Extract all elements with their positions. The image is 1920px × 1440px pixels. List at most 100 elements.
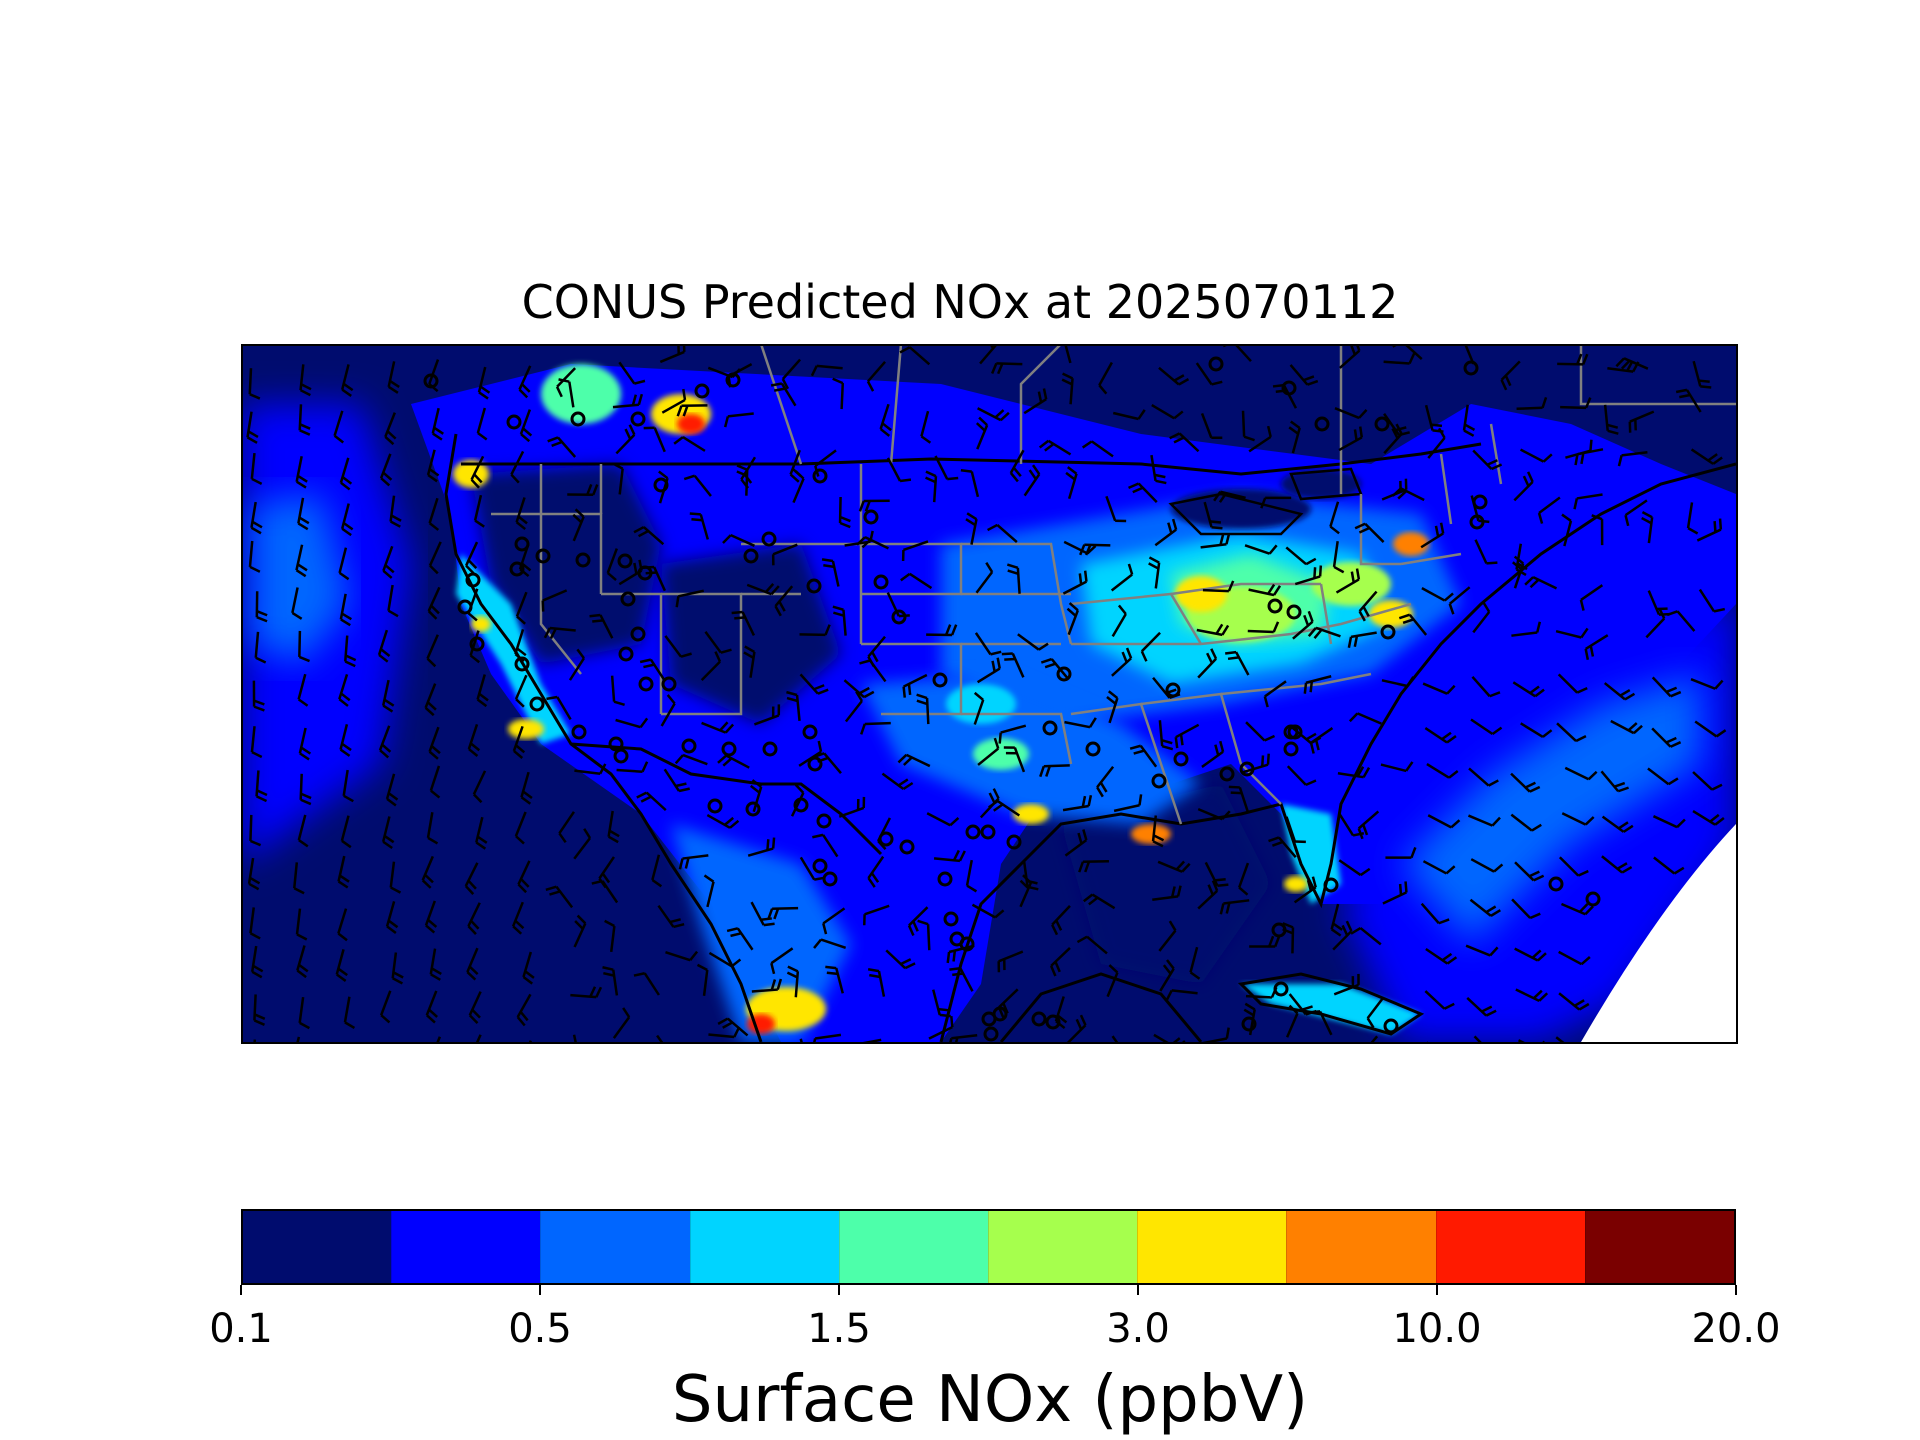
wind-barb-feather — [1526, 471, 1534, 483]
wind-barb-feather — [992, 788, 1000, 800]
wind-barb — [1286, 765, 1307, 786]
wind-barb-feather — [966, 884, 978, 893]
wind-barb — [1380, 763, 1407, 773]
wind-barb — [1651, 676, 1672, 698]
wind-barb — [881, 772, 905, 791]
calm-wind-circle — [932, 672, 948, 688]
wind-barb — [1091, 893, 1116, 910]
wind-barb-feather — [1040, 657, 1053, 664]
wind-barb-feather — [666, 694, 676, 705]
wind-barb-feather — [1707, 453, 1718, 462]
wind-barb-feather — [574, 508, 585, 518]
wind-barb-feather — [902, 686, 907, 698]
wind-barb-feather — [1077, 832, 1083, 845]
hotspot — [508, 719, 544, 739]
wind-barb-feather — [1359, 867, 1371, 877]
wind-barb — [428, 359, 440, 385]
calm-wind-circle — [1241, 1016, 1257, 1032]
wind-barb — [296, 1036, 301, 1042]
wind-barb-feather — [297, 698, 309, 707]
wind-barb — [1474, 539, 1488, 564]
wind-barb — [1465, 944, 1491, 957]
wind-barb-feather — [1225, 902, 1231, 914]
wind-barb-feather — [342, 382, 354, 392]
wind-barb-feather — [786, 690, 798, 697]
wind-barb-feather — [1067, 466, 1078, 475]
wind-barb — [822, 907, 846, 925]
wind-barb-feather — [510, 473, 520, 484]
wind-barb-feather — [601, 872, 611, 884]
wind-barb-feather — [1538, 992, 1549, 1002]
wind-barb — [998, 988, 1019, 1009]
calm-wind-circle — [992, 1006, 1008, 1022]
wind-barb-feather — [1181, 862, 1191, 873]
wind-barb-feather — [296, 480, 307, 489]
wind-barb-feather — [1486, 459, 1498, 466]
wind-barb — [1011, 653, 1025, 678]
wind-barb — [1610, 719, 1635, 735]
wind-barb-feather — [1128, 482, 1140, 490]
calm-wind-circle — [745, 801, 761, 817]
wind-barb-feather — [1443, 1002, 1455, 1010]
wind-barb — [387, 361, 396, 388]
wind-barb — [1248, 435, 1272, 453]
calm-wind-circle — [1585, 891, 1601, 907]
wind-barb-feather — [1350, 927, 1362, 935]
wind-barb-feather — [1698, 379, 1710, 383]
wind-barb-feather — [1353, 635, 1359, 647]
colorbar-tick — [240, 1285, 242, 1295]
wind-barb-feather — [1670, 690, 1682, 698]
wind-barb — [973, 699, 985, 725]
wind-barb-feather — [1313, 628, 1323, 639]
wind-barb-feather — [902, 756, 913, 766]
wind-barb — [1473, 1035, 1482, 1042]
map-title: CONUS Predicted NOx at 2025070112 — [521, 275, 1399, 329]
wind-barb-feather — [952, 972, 964, 977]
wind-barb-feather — [1485, 1009, 1497, 1017]
interior-field-low — [1061, 784, 1271, 984]
wind-barb-feather — [336, 973, 347, 982]
wind-barb — [1223, 899, 1250, 905]
wind-barb-feather — [641, 761, 649, 773]
wind-barb — [746, 583, 772, 596]
wind-barb-feather — [472, 793, 483, 804]
wind-barb — [1470, 858, 1495, 873]
wind-barb — [823, 752, 842, 775]
wind-barb — [1063, 540, 1089, 555]
wind-barb — [572, 1034, 577, 1042]
wind-barb — [838, 496, 842, 524]
wind-barb — [1467, 814, 1493, 827]
wind-barb-feather — [1311, 876, 1317, 888]
wind-barb-feather — [333, 434, 345, 444]
wind-barb-feather — [821, 558, 834, 563]
wind-barb — [1422, 860, 1447, 875]
wind-barb — [568, 381, 575, 408]
wind-barb — [1560, 902, 1586, 916]
wind-barb-feather — [1580, 452, 1585, 465]
wind-barb-feather — [1107, 690, 1119, 700]
wind-barb — [1023, 398, 1047, 415]
wind-barb-feather — [1045, 765, 1051, 777]
wind-barb — [1064, 720, 1091, 729]
wind-barb-feather — [1482, 601, 1491, 613]
wind-barb — [335, 949, 345, 975]
wind-barb — [1557, 673, 1579, 694]
wind-barb-feather — [518, 388, 529, 399]
calm-wind-circle — [1219, 766, 1235, 782]
wind-barb-feather — [996, 363, 1004, 375]
wind-barb-feather — [1529, 685, 1540, 695]
wind-barb-feather — [1140, 650, 1148, 662]
wind-barb-feather — [639, 717, 649, 728]
wind-barb — [842, 609, 847, 636]
wind-barb-feather — [1042, 388, 1048, 400]
wind-barb-feather — [900, 572, 911, 582]
calm-wind-circle — [1239, 761, 1255, 777]
wind-barb-feather — [1587, 770, 1598, 781]
colorbar-segment — [689, 1211, 839, 1283]
wind-barb-feather — [624, 428, 632, 440]
wind-barb — [1420, 532, 1444, 549]
wind-barb — [1264, 680, 1287, 698]
wind-barb-feather — [1714, 817, 1725, 826]
wind-barb-feather — [1178, 378, 1190, 386]
wind-barb-feather — [1350, 571, 1355, 583]
